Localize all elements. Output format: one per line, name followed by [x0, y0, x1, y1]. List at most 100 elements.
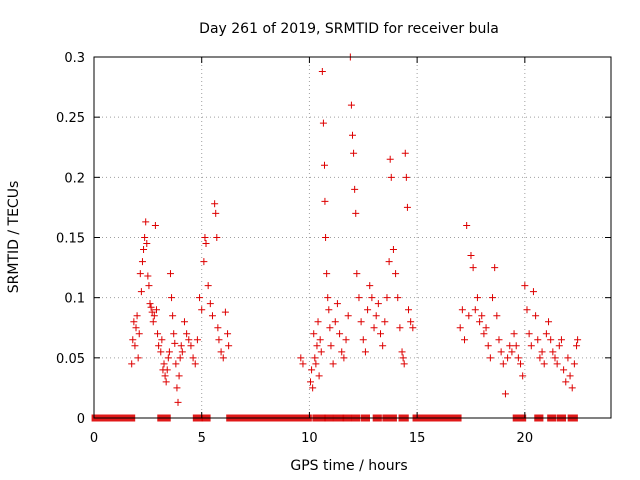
data-point	[198, 306, 206, 314]
data-point	[389, 246, 397, 254]
data-point	[329, 360, 337, 368]
data-point	[180, 318, 188, 326]
data-point	[148, 308, 156, 316]
data-point	[338, 348, 346, 356]
data-point	[214, 324, 222, 332]
data-point	[342, 336, 350, 344]
data-point	[147, 303, 155, 311]
data-point	[512, 342, 520, 350]
y-tick-label: 0.05	[56, 352, 85, 367]
data-point	[350, 149, 358, 157]
data-point	[458, 306, 466, 314]
data-point	[140, 246, 148, 254]
data-point	[160, 360, 168, 368]
data-point	[467, 252, 475, 260]
data-point	[570, 360, 578, 368]
x-tick-label: 0	[90, 431, 98, 446]
data-point	[336, 330, 344, 338]
data-point	[133, 312, 141, 320]
data-point	[171, 339, 179, 347]
data-point	[340, 354, 348, 362]
data-point	[347, 101, 355, 109]
data-point	[489, 294, 497, 302]
data-point	[170, 330, 178, 338]
data-point	[308, 366, 316, 374]
data-point	[316, 336, 324, 344]
data-point	[499, 360, 507, 368]
data-point	[135, 330, 143, 338]
data-point	[463, 221, 471, 229]
data-point	[311, 354, 319, 362]
x-tick-label: 15	[409, 431, 426, 446]
data-point	[213, 234, 221, 241]
data-point	[317, 348, 325, 356]
data-point	[527, 342, 535, 350]
y-tick-label: 0.25	[56, 111, 85, 126]
data-point	[141, 234, 149, 241]
data-point	[164, 354, 172, 362]
data-point	[149, 318, 157, 326]
data-point	[409, 324, 417, 332]
data-point	[566, 372, 574, 380]
y-axis-title: SRMTID / TECUs	[6, 181, 22, 294]
data-point	[138, 258, 146, 266]
data-point	[370, 324, 378, 332]
x-tick-label: 10	[301, 431, 318, 446]
data-point	[465, 312, 473, 320]
data-point	[168, 294, 176, 302]
data-point	[536, 354, 544, 362]
data-point	[152, 306, 160, 314]
data-point	[142, 218, 150, 226]
data-point	[486, 354, 494, 362]
data-point	[185, 336, 193, 344]
data-point	[193, 336, 201, 344]
data-point	[177, 342, 185, 350]
data-point	[331, 318, 339, 326]
data-point	[128, 360, 136, 368]
data-point	[542, 330, 550, 338]
data-point	[534, 336, 542, 344]
data-point	[352, 209, 360, 217]
data-point	[155, 342, 163, 350]
grid-layer	[94, 57, 611, 418]
data-point	[480, 330, 488, 338]
data-point	[325, 306, 333, 314]
data-point	[212, 209, 220, 217]
data-point	[158, 336, 166, 344]
data-point	[476, 318, 484, 326]
data-point	[202, 240, 210, 248]
data-point	[525, 330, 533, 338]
data-point	[165, 348, 173, 356]
data-point	[173, 384, 181, 392]
data-point	[514, 354, 522, 362]
data-point	[215, 336, 223, 344]
data-point	[131, 342, 139, 350]
data-point	[315, 372, 323, 380]
data-point	[508, 348, 516, 356]
data-point	[163, 366, 171, 374]
data-point	[172, 360, 180, 368]
data-point	[310, 330, 318, 338]
data-point	[549, 348, 557, 356]
data-point	[200, 258, 208, 266]
data-point	[137, 288, 145, 296]
data-point	[529, 288, 537, 296]
axis-ticks: 0 0.05 0.1 0.15 0.2 0.25 0.3 0 5 10 15 20	[56, 51, 611, 446]
data-point	[321, 197, 329, 205]
data-point	[366, 282, 374, 290]
data-point	[314, 318, 322, 326]
data-point	[136, 270, 144, 278]
data-point	[204, 282, 212, 290]
data-point	[349, 131, 356, 139]
data-point	[318, 67, 326, 75]
data-point	[313, 342, 321, 350]
data-point	[364, 306, 372, 314]
data-point	[383, 294, 391, 302]
data-point	[324, 294, 332, 302]
y-tick-label: 0.15	[56, 232, 85, 247]
data-point	[299, 360, 307, 368]
data-point	[217, 348, 225, 356]
data-point	[491, 264, 499, 272]
data-point	[151, 221, 159, 229]
data-point	[403, 203, 411, 211]
